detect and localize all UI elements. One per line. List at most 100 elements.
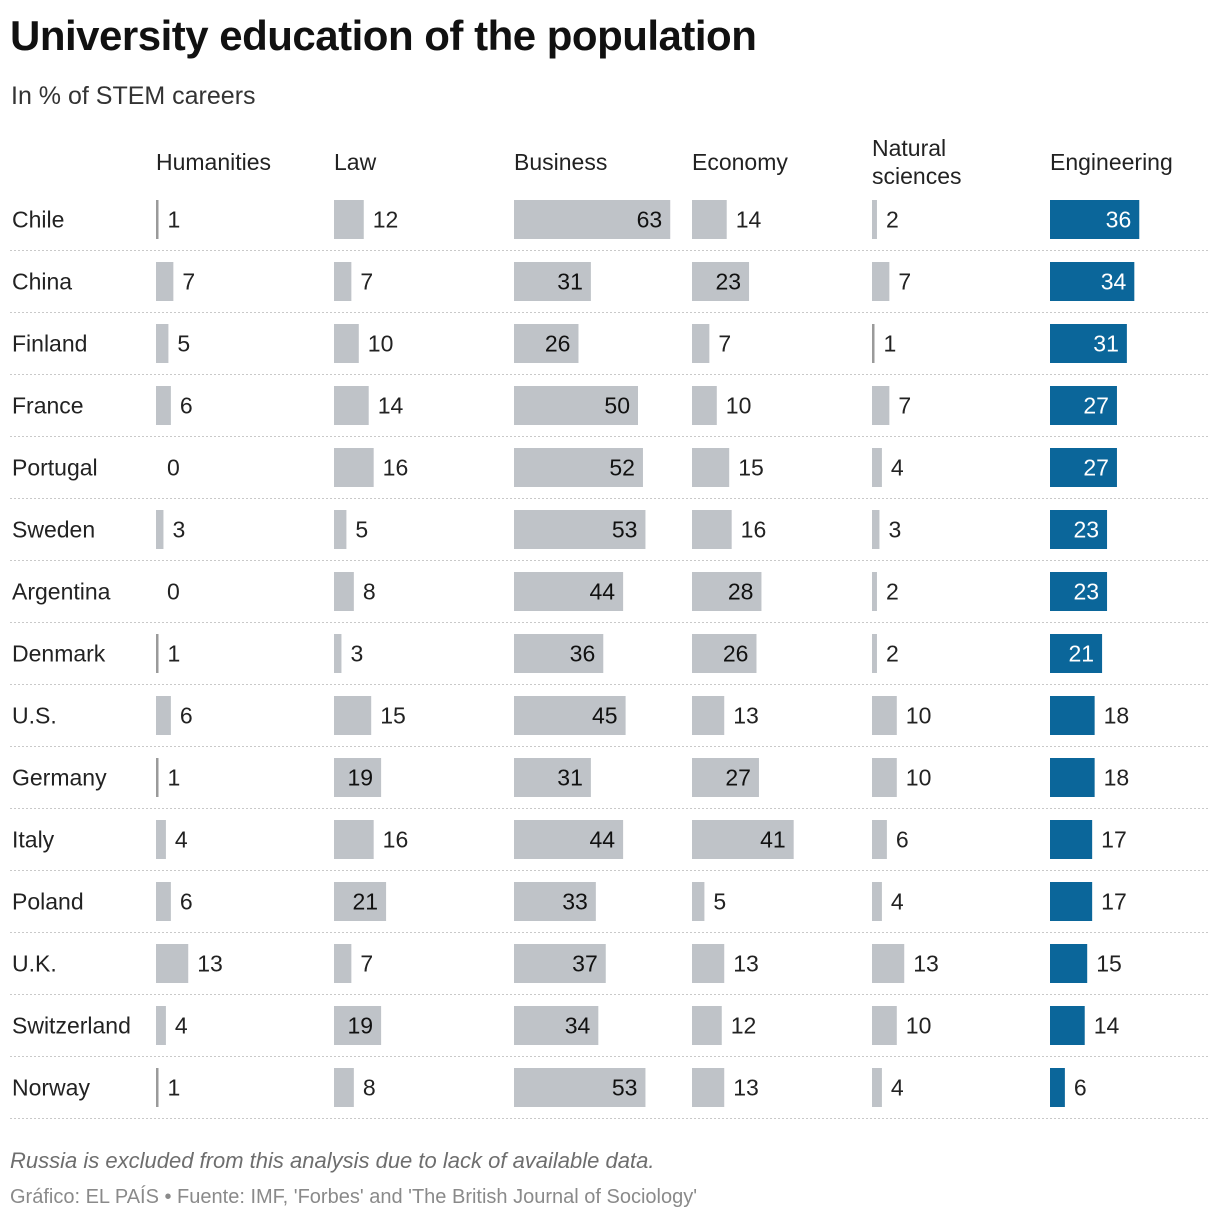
value-label-italy-business: 44 xyxy=(590,827,616,853)
value-label-sweden-law: 5 xyxy=(355,517,368,543)
value-label-poland-humanities: 6 xyxy=(180,889,193,915)
value-label-u-k-natural-sciences: 13 xyxy=(913,951,939,977)
bar-france-economy xyxy=(692,386,717,425)
bar-france-law xyxy=(334,386,369,425)
column-header-line: Engineering xyxy=(1050,149,1173,175)
bar-denmark-economy xyxy=(692,634,757,673)
bar-portugal-engineering xyxy=(1050,448,1117,487)
bar-u-s-economy xyxy=(692,696,725,735)
value-label-argentina-business: 44 xyxy=(590,579,616,605)
value-label-norway-economy: 13 xyxy=(733,1075,759,1101)
value-label-portugal-economy: 15 xyxy=(738,455,764,481)
bar-poland-engineering xyxy=(1050,882,1093,921)
value-label-chile-business: 63 xyxy=(637,207,663,233)
bar-china-humanities xyxy=(156,262,174,301)
row-label-france: France xyxy=(12,393,84,419)
value-label-u-s-natural-sciences: 10 xyxy=(906,703,932,729)
bar-germany-law xyxy=(334,758,382,797)
value-label-china-economy: 23 xyxy=(715,269,741,295)
bar-u-s-engineering xyxy=(1050,696,1095,735)
bar-italy-economy xyxy=(692,820,794,859)
value-label-argentina-economy: 28 xyxy=(728,579,754,605)
value-label-denmark-natural-sciences: 2 xyxy=(886,641,899,667)
bar-switzerland-natural-sciences xyxy=(872,1006,897,1045)
value-label-argentina-natural-sciences: 2 xyxy=(886,579,899,605)
value-label-sweden-economy: 16 xyxy=(741,517,767,543)
value-label-argentina-engineering: 23 xyxy=(1073,579,1099,605)
value-label-portugal-engineering: 27 xyxy=(1083,455,1109,481)
bar-germany-natural-sciences xyxy=(872,758,897,797)
row-label-switzerland: Switzerland xyxy=(12,1013,131,1039)
bar-italy-engineering xyxy=(1050,820,1093,859)
value-label-sweden-natural-sciences: 3 xyxy=(888,517,901,543)
value-label-u-k-economy: 13 xyxy=(733,951,759,977)
value-label-chile-law: 12 xyxy=(373,207,399,233)
value-label-denmark-business: 36 xyxy=(570,641,596,667)
bar-denmark-humanities xyxy=(156,634,159,673)
bar-chile-natural-sciences xyxy=(872,200,877,239)
bar-italy-humanities xyxy=(156,820,166,859)
bar-u-s-humanities xyxy=(156,696,171,735)
chart-title: University education of the population xyxy=(10,12,757,59)
bar-u-k-humanities xyxy=(156,944,189,983)
value-label-switzerland-engineering: 14 xyxy=(1094,1013,1120,1039)
value-label-germany-economy: 27 xyxy=(725,765,751,791)
value-label-u-s-humanities: 6 xyxy=(180,703,193,729)
row-label-u-k: U.K. xyxy=(12,951,57,977)
value-label-finland-engineering: 31 xyxy=(1093,331,1119,357)
bar-portugal-business xyxy=(514,448,643,487)
row-label-finland: Finland xyxy=(12,331,87,357)
value-label-switzerland-natural-sciences: 10 xyxy=(906,1013,932,1039)
column-header-humanities: Humanities xyxy=(156,149,271,175)
value-label-germany-natural-sciences: 10 xyxy=(906,765,932,791)
bar-argentina-engineering xyxy=(1050,572,1108,611)
bar-germany-humanities xyxy=(156,758,159,797)
bar-argentina-natural-sciences xyxy=(872,572,877,611)
row-label-norway: Norway xyxy=(12,1075,90,1101)
value-label-switzerland-humanities: 4 xyxy=(175,1013,188,1039)
value-label-denmark-engineering: 21 xyxy=(1068,641,1094,667)
bar-denmark-business xyxy=(514,634,604,673)
bar-u-k-natural-sciences xyxy=(872,944,905,983)
row-label-denmark: Denmark xyxy=(12,641,106,667)
column-header-business: Business xyxy=(514,149,607,175)
bar-norway-economy xyxy=(692,1068,725,1107)
value-label-chile-economy: 14 xyxy=(736,207,762,233)
bar-portugal-law xyxy=(334,448,374,487)
bar-switzerland-law xyxy=(334,1006,382,1045)
bar-france-humanities xyxy=(156,386,171,425)
value-label-chile-humanities: 1 xyxy=(167,207,180,233)
value-label-germany-law: 19 xyxy=(348,765,374,791)
bar-sweden-economy xyxy=(692,510,732,549)
value-label-germany-humanities: 1 xyxy=(167,765,180,791)
row-label-portugal: Portugal xyxy=(12,455,98,481)
value-label-finland-economy: 7 xyxy=(718,331,731,357)
bar-poland-economy xyxy=(692,882,705,921)
value-label-finland-business: 26 xyxy=(545,331,571,357)
value-label-france-law: 14 xyxy=(378,393,404,419)
bar-switzerland-business xyxy=(514,1006,599,1045)
bar-finland-business xyxy=(514,324,579,363)
value-label-china-humanities: 7 xyxy=(182,269,195,295)
value-label-denmark-humanities: 1 xyxy=(167,641,180,667)
row-label-china: China xyxy=(12,269,72,295)
value-label-u-k-business: 37 xyxy=(572,951,598,977)
value-label-u-s-law: 15 xyxy=(380,703,406,729)
column-header-line: Business xyxy=(514,149,607,175)
bar-u-k-economy xyxy=(692,944,725,983)
bar-finland-economy xyxy=(692,324,710,363)
bar-poland-business xyxy=(514,882,596,921)
column-header-law: Law xyxy=(334,149,377,175)
value-label-denmark-law: 3 xyxy=(350,641,363,667)
bar-china-law xyxy=(334,262,352,301)
value-label-chile-natural-sciences: 2 xyxy=(886,207,899,233)
value-label-france-economy: 10 xyxy=(726,393,752,419)
value-label-germany-business: 31 xyxy=(557,765,583,791)
value-label-italy-humanities: 4 xyxy=(175,827,188,853)
value-label-denmark-economy: 26 xyxy=(723,641,749,667)
value-label-italy-law: 16 xyxy=(383,827,409,853)
bar-china-business xyxy=(514,262,591,301)
bar-sweden-business xyxy=(514,510,646,549)
bar-chile-engineering xyxy=(1050,200,1140,239)
chart-subtitle: In % of STEM careers xyxy=(11,82,256,110)
